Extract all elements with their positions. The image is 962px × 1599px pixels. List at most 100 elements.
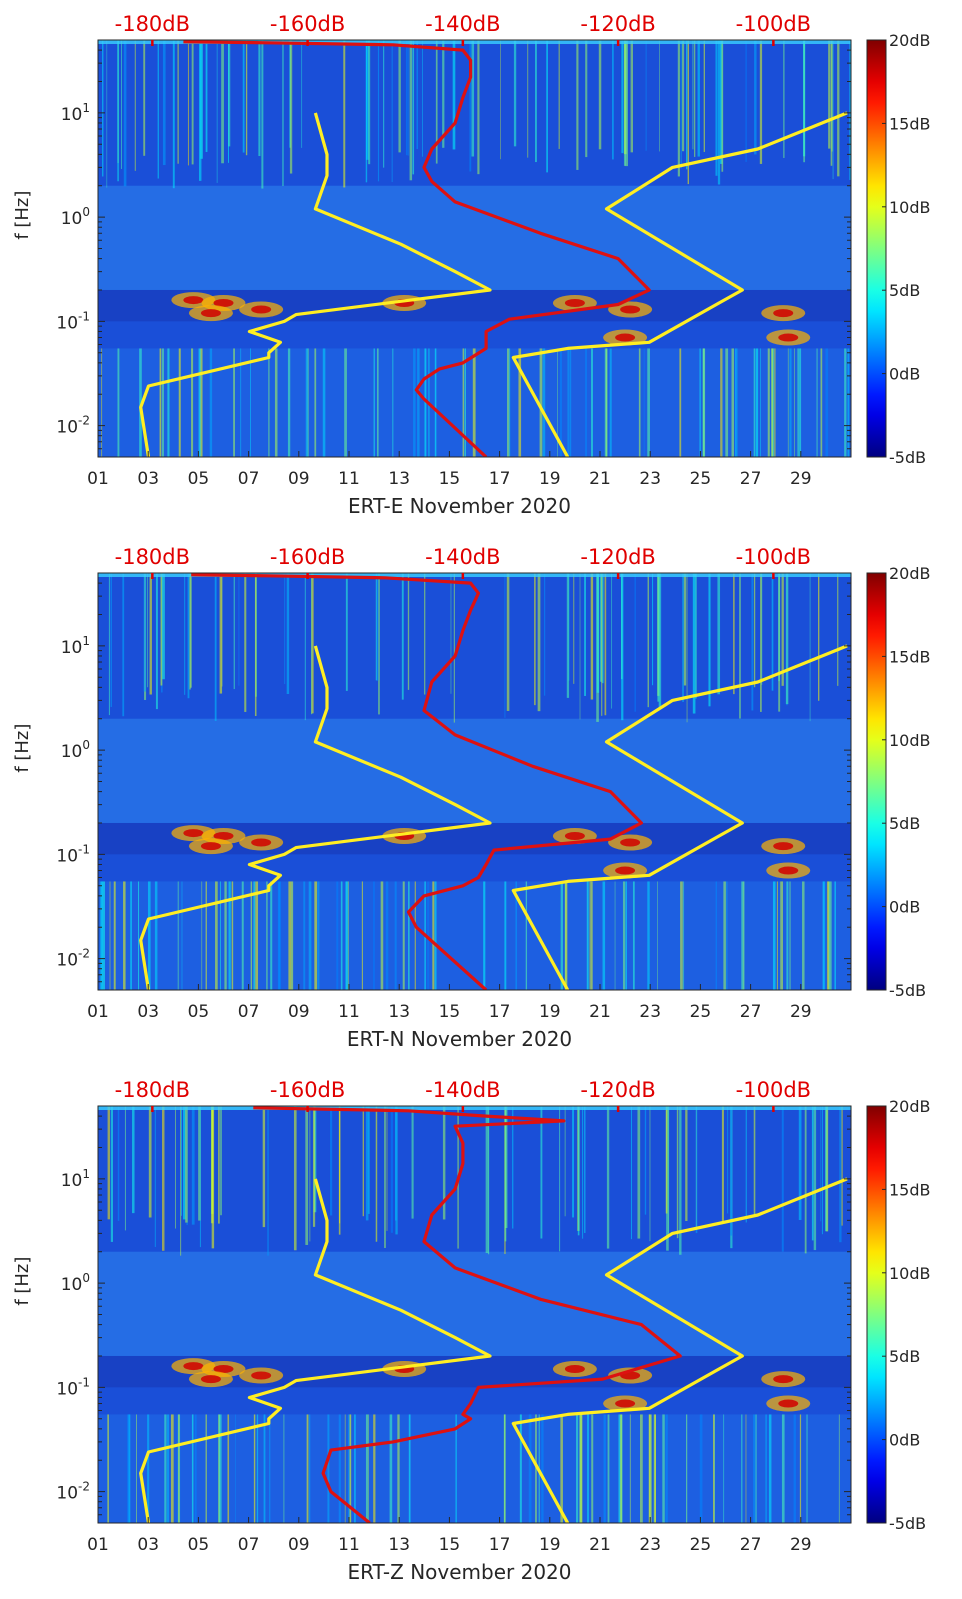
- x-axis-label: ERT-E November 2020: [348, 494, 571, 518]
- colorbar-tick-label: -5dB: [889, 448, 926, 467]
- x-tick-label: 19: [539, 1535, 561, 1555]
- x-tick-label: 11: [338, 1535, 360, 1555]
- colorbar-tick-label: 0dB: [889, 1431, 920, 1450]
- x-tick-label: 11: [338, 469, 360, 489]
- y-tick-label: 10-2: [56, 414, 90, 438]
- top-db-label: -180dB: [115, 12, 190, 36]
- colorbar-tick-label: 15dB: [889, 114, 931, 133]
- x-axis-label: ERT-N November 2020: [347, 1027, 572, 1051]
- y-tick-label: 100: [61, 205, 90, 229]
- x-tick-label: 29: [790, 469, 812, 489]
- x-tick-label: 09: [288, 1002, 310, 1022]
- top-db-label: -100dB: [736, 545, 811, 569]
- y-axis-label: f [Hz]: [12, 724, 33, 773]
- series-line-noise-model-high: [139, 1178, 492, 1523]
- top-db-label: -140dB: [425, 545, 500, 569]
- x-tick-label: 11: [338, 1002, 360, 1022]
- y-tick-label: 10-1: [56, 1375, 90, 1399]
- top-db-label: -160dB: [270, 12, 345, 36]
- top-db-label: -160dB: [270, 1078, 345, 1102]
- colorbar: 20dB 15dB 10dB 5dB 0dB -5dB: [866, 31, 931, 467]
- colorbar: 20dB 15dB 10dB 5dB 0dB -5dB: [866, 564, 931, 1000]
- x-tick-label: 03: [137, 1535, 159, 1555]
- x-tick-label: 05: [188, 1535, 210, 1555]
- x-tick-label: 01: [87, 469, 109, 489]
- colorbar-tick-label: -5dB: [889, 1514, 926, 1533]
- y-tick-label: 100: [61, 1271, 90, 1295]
- series-line-noise-model-low: [511, 111, 848, 457]
- x-tick-label: 27: [740, 1002, 762, 1022]
- x-tick-label: 13: [388, 469, 410, 489]
- colorbar-tick-label: -5dB: [889, 981, 926, 1000]
- colorbar-tick-label: 15dB: [889, 647, 931, 666]
- top-db-label: -140dB: [425, 12, 500, 36]
- x-tick-label: 13: [388, 1535, 410, 1555]
- y-tick-label: 101: [61, 1167, 90, 1191]
- x-tick-label: 05: [188, 469, 210, 489]
- x-tick-label: 19: [539, 469, 561, 489]
- x-tick-label: 15: [439, 1535, 461, 1555]
- top-db-label: -100dB: [736, 1078, 811, 1102]
- x-axis-label: ERT-Z November 2020: [347, 1560, 571, 1584]
- panel-2: 10-2 10-1 100 101 01 03 05 07 09 11 13 15 17 19 21 23 25…: [12, 545, 931, 1051]
- top-db-label: -120dB: [580, 545, 655, 569]
- panel-1: 10-2 10-1 100 101 01 03 05 07 09 11 13 15 17 19 21 23 25…: [12, 12, 931, 518]
- x-tick-label: 17: [489, 1002, 511, 1022]
- x-tick-label: 03: [137, 469, 159, 489]
- spectrogram-background: [98, 1106, 851, 1523]
- series-line-median-psd: [253, 1106, 682, 1523]
- x-tick-label: 07: [238, 1535, 260, 1555]
- x-tick-label: 07: [238, 1002, 260, 1022]
- colorbar-tick-label: 15dB: [889, 1180, 931, 1199]
- x-tick-label: 21: [589, 1002, 611, 1022]
- colorbar-tick-label: 10dB: [889, 731, 931, 750]
- series-line-median-psd: [183, 40, 651, 457]
- x-tick-label: 27: [740, 469, 762, 489]
- x-tick-label: 21: [589, 469, 611, 489]
- colorbar-tick-label: 10dB: [889, 1264, 931, 1283]
- spectrogram-background: [98, 40, 851, 457]
- x-tick-label: 15: [439, 469, 461, 489]
- y-tick-label: 10-1: [56, 842, 90, 866]
- colorbar-tick-label: 20dB: [889, 1097, 931, 1116]
- top-db-label: -160dB: [270, 545, 345, 569]
- x-tick-label: 23: [639, 1535, 661, 1555]
- x-tick-label: 23: [639, 469, 661, 489]
- top-db-label: -180dB: [115, 1078, 190, 1102]
- y-axis-label: f [Hz]: [12, 1257, 33, 1306]
- x-tick-label: 13: [388, 1002, 410, 1022]
- x-tick-label: 09: [288, 1535, 310, 1555]
- x-tick-label: 09: [288, 469, 310, 489]
- y-tick-label: 101: [61, 101, 90, 125]
- x-tick-label: 25: [690, 1535, 712, 1555]
- x-tick-label: 29: [790, 1535, 812, 1555]
- y-axis-label: f [Hz]: [12, 191, 33, 240]
- x-tick-label: 01: [87, 1002, 109, 1022]
- y-tick-label: 10-2: [56, 947, 90, 971]
- series-line-noise-model-high: [139, 645, 492, 990]
- x-tick-label: 17: [489, 1535, 511, 1555]
- y-tick-label: 100: [61, 738, 90, 762]
- spectrogram-background: [98, 573, 851, 990]
- x-tick-label: 21: [589, 1535, 611, 1555]
- top-db-label: -120dB: [580, 1078, 655, 1102]
- colorbar: 20dB 15dB 10dB 5dB 0dB -5dB: [866, 1097, 931, 1533]
- x-tick-label: 23: [639, 1002, 661, 1022]
- y-tick-label: 101: [61, 634, 90, 658]
- series-line-noise-model-low: [511, 1177, 848, 1523]
- series-line-noise-model-low: [511, 644, 848, 990]
- x-tick-label: 25: [690, 1002, 712, 1022]
- colorbar-tick-label: 10dB: [889, 198, 931, 217]
- x-tick-label: 27: [740, 1535, 762, 1555]
- x-tick-label: 15: [439, 1002, 461, 1022]
- top-db-label: -100dB: [736, 12, 811, 36]
- colorbar-tick-label: 20dB: [889, 564, 931, 583]
- colorbar-tick-label: 0dB: [889, 365, 920, 384]
- top-db-label: -120dB: [580, 12, 655, 36]
- series-line-median-psd: [191, 573, 643, 990]
- x-tick-label: 25: [690, 469, 712, 489]
- x-tick-label: 01: [87, 1535, 109, 1555]
- top-db-label: -140dB: [425, 1078, 500, 1102]
